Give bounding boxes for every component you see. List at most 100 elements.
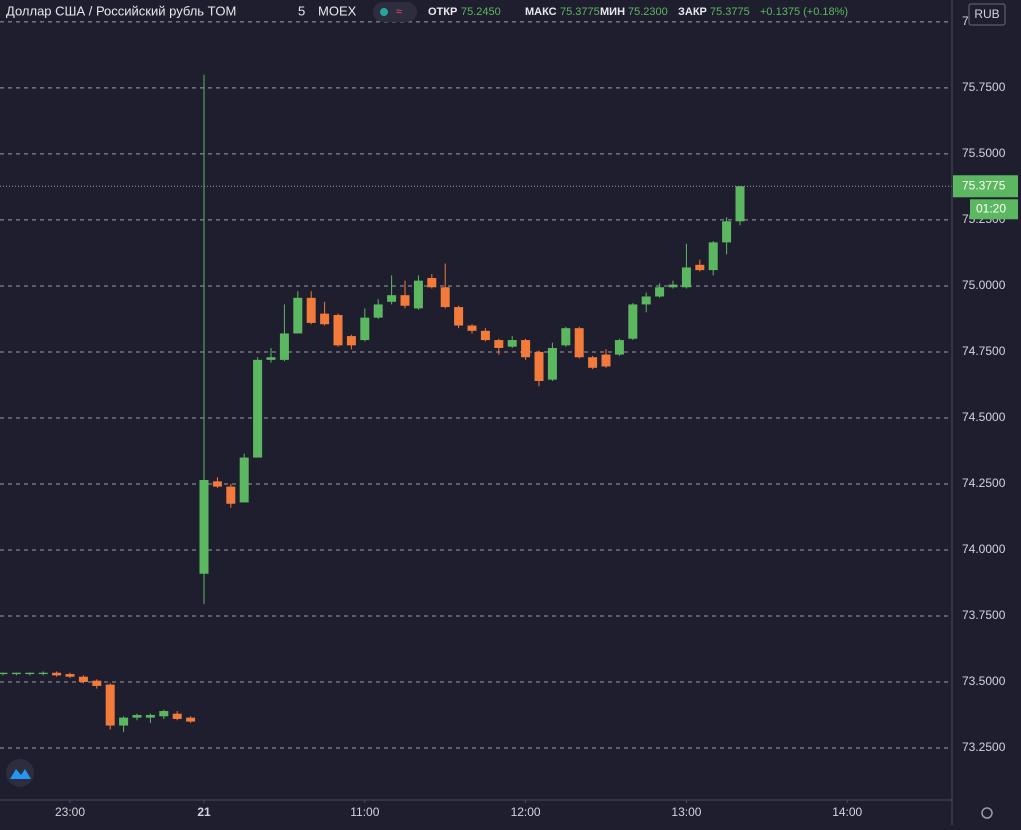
candle-body	[588, 357, 598, 368]
y-tick-label: 75.7500	[962, 80, 1006, 94]
y-tick-label: 74.0000	[962, 542, 1006, 556]
candle-body	[346, 336, 356, 346]
chart-title: Доллар США / Российский рубль TOM	[6, 3, 236, 18]
candle-body	[78, 676, 88, 682]
candle-body	[145, 714, 155, 718]
candle-body	[159, 711, 169, 717]
candle-body	[25, 672, 35, 675]
x-tick-label: 12:00	[511, 805, 541, 819]
candle-body	[427, 278, 437, 288]
candle-body	[695, 264, 705, 271]
candle-body	[373, 304, 383, 318]
candle-body	[239, 457, 249, 503]
candle-body	[333, 314, 343, 346]
candle-body	[655, 287, 665, 297]
candle-body	[668, 284, 678, 288]
candle-body	[132, 714, 142, 718]
candle-body	[507, 340, 517, 347]
candle-body	[547, 347, 557, 380]
candle-body	[226, 486, 236, 504]
candles	[0, 74, 952, 733]
change: +0.1375 (+0.18%)	[760, 6, 848, 18]
currency-box[interactable]	[968, 3, 1006, 26]
candle-body	[387, 295, 397, 302]
legend-value: 75.3775	[560, 6, 600, 18]
status-icon: ≈	[396, 6, 402, 18]
candle-body	[119, 717, 129, 726]
candle-body	[266, 357, 276, 360]
exchange: MOEX	[318, 3, 357, 18]
candle-body	[735, 186, 745, 222]
x-tick-label: 23:00	[55, 805, 85, 819]
y-tick-label: 75.0000	[962, 278, 1006, 292]
y-tick-label: 73.5000	[962, 674, 1006, 688]
logo[interactable]	[6, 759, 34, 787]
candle-body	[641, 296, 651, 305]
candle-body	[186, 717, 196, 722]
legend-label: ЗАКР	[678, 6, 707, 18]
legend-value: 75.2300	[628, 6, 668, 18]
candle-body	[521, 340, 531, 358]
legend-value: 75.2450	[461, 6, 501, 18]
status-pill[interactable]	[373, 2, 417, 22]
y-tick-label: 74.5000	[962, 410, 1006, 424]
candle-body	[306, 297, 316, 323]
candle-body	[494, 340, 504, 348]
grid	[0, 21, 952, 749]
legend-label: МАКС	[525, 6, 557, 18]
candle-body	[172, 713, 182, 719]
candle-body	[561, 328, 571, 346]
ohlc-legend: ОТКР 75.2450 МАКС 75.3775 МИН 75.2300 ЗАКР 75.3…	[428, 6, 750, 18]
interval[interactable]: 5	[298, 3, 305, 18]
x-tick-label: 21	[197, 805, 211, 819]
candle-body	[38, 672, 48, 675]
candle-body	[413, 280, 423, 309]
legend-label: ОТКР	[428, 6, 457, 18]
x-tick-label: 11:00	[350, 805, 379, 819]
settings[interactable]	[981, 807, 993, 819]
legend-label: МИН	[600, 6, 625, 18]
candle-body	[681, 267, 691, 288]
candle-body	[0, 672, 8, 675]
x-tick-label: 13:00	[671, 805, 701, 819]
y-tick-label: 73.2500	[962, 740, 1006, 754]
logo-shape	[10, 769, 31, 779]
candle-body	[628, 304, 638, 339]
candle-body	[199, 480, 209, 574]
candle-body	[360, 317, 370, 341]
candle-body	[65, 674, 75, 677]
last-price-label: 75.3775	[962, 178, 1006, 192]
settings-icon	[981, 807, 993, 819]
candle-body	[614, 340, 624, 355]
candle-body	[440, 287, 450, 308]
currency: RUB	[974, 7, 999, 21]
candle-body	[400, 295, 410, 306]
candle-body	[92, 680, 102, 686]
status-dot	[380, 8, 388, 16]
candle-body	[601, 354, 611, 367]
x-tick-label: 14:00	[832, 805, 862, 819]
candle-body	[212, 481, 222, 487]
candle-body	[708, 242, 718, 271]
candle-body	[320, 313, 330, 325]
legend-value: 75.3775	[710, 6, 750, 18]
y-tick-label: 75.5000	[962, 146, 1006, 160]
candle-body	[52, 672, 62, 676]
candle-body	[11, 672, 21, 675]
candle-body	[279, 333, 289, 360]
y-tick-label: 74.2500	[962, 476, 1006, 490]
countdown: 01:20	[976, 201, 1006, 215]
candle-body	[480, 330, 490, 341]
candle-body	[574, 328, 584, 358]
countdown-box	[970, 199, 1018, 220]
y-tick-label: 74.7500	[962, 344, 1006, 358]
candle-body	[467, 325, 477, 331]
candle-body	[293, 297, 303, 334]
logo-circle	[6, 759, 34, 787]
candle-body	[105, 684, 115, 726]
candle-body	[534, 351, 544, 381]
y-tick-label: 73.7500	[962, 608, 1006, 622]
candle-body	[253, 359, 263, 458]
